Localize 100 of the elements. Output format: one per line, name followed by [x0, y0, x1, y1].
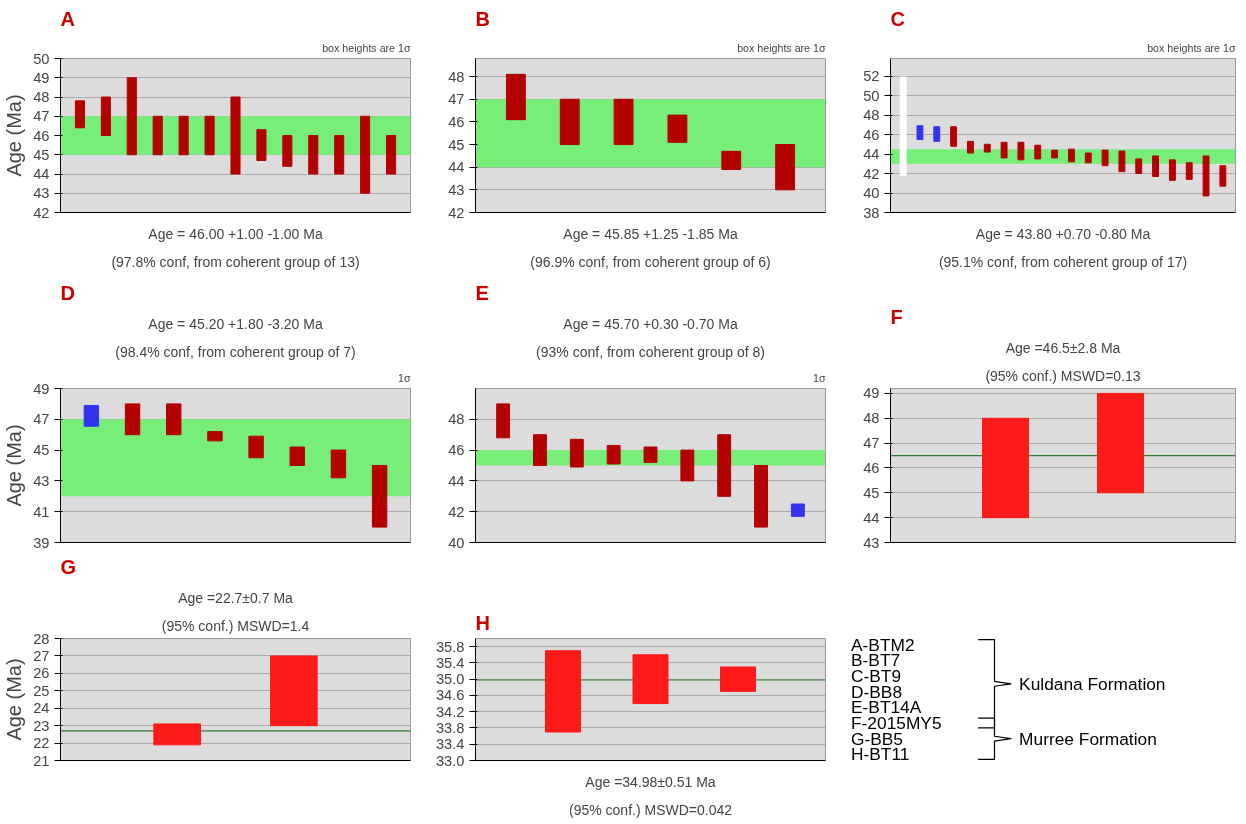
y-tick-label: 48	[33, 89, 50, 105]
bar	[166, 403, 182, 436]
y-tick-label: 48	[448, 411, 465, 428]
bar	[100, 96, 111, 136]
text: Age = 45.85 +1.25 -1.85 Ma	[563, 225, 738, 242]
chart-title: G	[60, 555, 77, 578]
y-tick-label: 45	[33, 146, 50, 163]
y-tick-label: 38	[863, 204, 880, 221]
bar	[282, 135, 293, 167]
text: (95.1% conf, from coherent group of 17)	[938, 253, 1188, 270]
bar	[1051, 149, 1059, 159]
bar	[720, 666, 756, 692]
bar	[248, 435, 264, 459]
y-tick-label: 47	[33, 108, 50, 125]
text: Age = 45.20 +1.80 -3.20 Ma	[148, 315, 323, 332]
y-tick-label: 43	[863, 534, 880, 551]
text: box heights are 1σ	[1147, 41, 1236, 54]
y-tick-label: 40	[863, 185, 880, 202]
chart-title: B	[475, 7, 490, 30]
bar	[308, 135, 319, 175]
bar	[545, 650, 581, 733]
bar	[289, 446, 305, 466]
y-tick-label: 46	[863, 459, 880, 476]
bar	[1152, 155, 1160, 177]
y-axis-title: Age (Ma)	[3, 424, 26, 507]
bar	[178, 115, 189, 156]
bar	[754, 465, 768, 528]
y-tick-label: 33.0	[435, 752, 465, 769]
y-tick-label: 25	[33, 682, 50, 699]
y-axis-title: Age (Ma)	[3, 94, 26, 177]
y-tick-label: 48	[863, 410, 880, 427]
bar	[775, 144, 796, 191]
bar	[334, 135, 345, 175]
bar	[899, 76, 907, 176]
y-tick-label: 46	[863, 126, 880, 143]
bar	[124, 403, 141, 436]
y-tick-label: 42	[33, 204, 50, 221]
y-tick-label: 44	[863, 146, 880, 163]
bar	[204, 115, 215, 156]
text: Age = 43.80 +0.70 -0.80 Ma	[975, 225, 1151, 242]
chart-title: D	[60, 281, 75, 304]
y-tick-label: 39	[33, 534, 50, 551]
bar	[207, 431, 223, 442]
bar	[606, 444, 621, 465]
bar	[950, 126, 958, 147]
y-tick-label: 42	[448, 503, 465, 520]
y-tick-label: 34.2	[435, 703, 465, 720]
y-tick-label: 49	[33, 69, 50, 86]
bar	[386, 135, 397, 175]
bar	[1185, 162, 1193, 180]
y-tick-label: 23	[33, 717, 50, 734]
y-tick-label: 45	[448, 136, 465, 153]
bar	[643, 446, 658, 463]
chart-title: C	[890, 7, 905, 30]
y-tick-label: 46	[33, 127, 50, 144]
bar	[1084, 152, 1092, 164]
bar	[496, 403, 511, 439]
y-tick-label: 49	[33, 380, 50, 397]
y-tick-label: 35.0	[435, 671, 465, 688]
bar	[667, 114, 688, 143]
bar	[152, 115, 163, 156]
bar	[916, 125, 924, 140]
bar	[966, 140, 974, 154]
y-tick-label: 43	[448, 181, 465, 198]
y-tick-label: 41	[33, 503, 50, 520]
bar	[933, 126, 941, 142]
text: (95% conf.) MSWD=0.042	[569, 801, 733, 818]
bar	[330, 449, 347, 479]
text: (96.9% conf, from coherent group of 6)	[530, 253, 771, 270]
text: box heights are 1σ	[322, 41, 411, 54]
y-tick-label: 47	[863, 435, 880, 452]
y-tick-label: 45	[863, 484, 880, 501]
y-tick-label: 22	[33, 735, 50, 752]
bar	[790, 503, 805, 517]
bar	[632, 654, 669, 705]
y-tick-label: 46	[448, 442, 465, 459]
text: (93% conf, from coherent group of 8)	[536, 343, 765, 360]
bar	[533, 434, 547, 466]
y-tick-label: 46	[448, 113, 465, 130]
y-tick-label: 44	[33, 166, 50, 182]
y-tick-label: 47	[448, 91, 465, 108]
y-tick-label: 45	[33, 442, 50, 459]
bar	[83, 404, 100, 427]
bar	[1202, 155, 1210, 197]
bar	[126, 77, 137, 156]
bar	[74, 100, 85, 129]
text: Age =46.5±2.8 Ma	[1005, 339, 1121, 356]
text: box heights are 1σ	[737, 41, 826, 54]
chart-title: F	[890, 305, 903, 328]
y-tick-label: 48	[448, 68, 465, 85]
text: Kuldana Formation	[1019, 673, 1166, 694]
bar	[371, 465, 388, 528]
bar	[1000, 141, 1008, 159]
y-tick-label: 44	[863, 509, 880, 526]
y-tick-label: 44	[448, 472, 465, 489]
text: 1σ	[398, 371, 411, 384]
bar	[721, 150, 742, 170]
y-tick-label: 34.6	[435, 687, 465, 704]
y-tick-label: 43	[33, 472, 50, 489]
bar	[505, 73, 526, 121]
